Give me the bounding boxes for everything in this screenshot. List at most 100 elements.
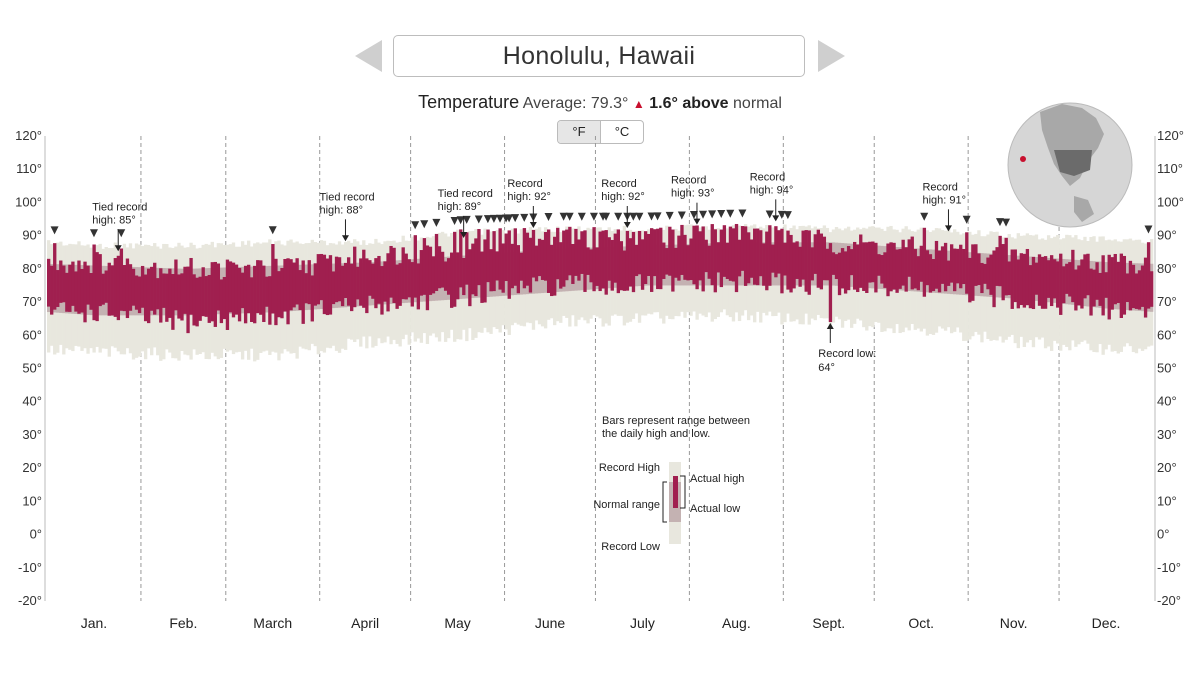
record-marker-icon	[717, 210, 726, 219]
actual-range-bar	[298, 270, 302, 311]
record-marker-icon	[677, 211, 686, 220]
actual-range-bar	[701, 226, 705, 292]
y-tick-label-left: 100°	[15, 194, 42, 209]
actual-range-bar	[498, 228, 502, 290]
actual-range-bar	[383, 261, 387, 302]
y-tick-label-left: 120°	[15, 128, 42, 143]
actual-range-bar	[107, 262, 111, 316]
month-label: June	[535, 615, 566, 631]
actual-range-bar	[1104, 272, 1108, 298]
actual-range-bar	[322, 254, 327, 315]
actual-range-bar	[516, 245, 521, 294]
annotation-arrow-icon	[341, 235, 349, 242]
actual-range-bar	[404, 253, 408, 300]
actual-range-bar	[59, 260, 63, 303]
actual-range-bar	[1043, 256, 1048, 309]
actual-range-bar	[162, 273, 166, 308]
actual-range-bar	[634, 244, 639, 277]
actual-range-bar	[643, 231, 648, 285]
month-label: April	[351, 615, 379, 631]
usa-shape	[1054, 150, 1092, 176]
actual-range-bar	[234, 264, 239, 315]
actual-range-bar	[765, 231, 769, 291]
y-tick-label-right: 40°	[1157, 394, 1177, 409]
actual-range-bar	[437, 246, 442, 289]
actual-range-bar	[328, 255, 333, 315]
actual-range-bar	[277, 271, 281, 318]
actual-range-bar	[889, 242, 893, 292]
actual-range-bar	[1001, 244, 1005, 301]
record-marker-icon	[765, 210, 774, 219]
south-america-shape	[1074, 196, 1094, 222]
actual-range-bar	[334, 256, 339, 303]
record-marker-icon	[629, 212, 638, 221]
actual-range-bar	[892, 242, 896, 290]
actual-range-bar	[1013, 249, 1017, 303]
actual-range-bar	[940, 246, 945, 284]
actual-range-bar	[725, 242, 730, 280]
actual-range-bar	[116, 255, 121, 321]
record-marker-icon	[559, 212, 568, 221]
actual-range-bar	[525, 232, 530, 286]
record-marker-icon	[1002, 218, 1011, 227]
actual-range-bar	[416, 263, 421, 310]
actual-range-bar	[689, 238, 693, 281]
actual-range-bar	[47, 258, 51, 307]
actual-range-bar	[228, 261, 233, 313]
temperature-summary: Temperature Average: 79.3° ▲ 1.6° above …	[0, 92, 1200, 113]
annotation-label-line1: Record	[922, 181, 957, 193]
actual-range-bar	[862, 242, 866, 291]
y-tick-label-right: 0°	[1157, 527, 1169, 542]
actual-range-bar	[686, 245, 690, 281]
city-selector[interactable]: Honolulu, Hawaii	[393, 35, 805, 77]
actual-range-bar	[171, 274, 175, 330]
actual-range-bar	[737, 239, 742, 277]
actual-range-bar	[728, 226, 733, 281]
y-tick-label-right: 80°	[1157, 261, 1177, 276]
record-marker-icon	[726, 209, 735, 218]
actual-range-bar	[359, 258, 363, 306]
unit-fahrenheit-button[interactable]: °F	[558, 121, 601, 143]
actual-range-bar	[798, 246, 802, 287]
actual-range-bar	[983, 263, 987, 284]
actual-range-bar	[1098, 272, 1102, 306]
unit-celsius-button[interactable]: °C	[614, 124, 630, 139]
actual-range-bar	[965, 232, 969, 294]
y-tick-label-right: 90°	[1157, 228, 1177, 243]
actual-range-bar	[1071, 249, 1075, 303]
actual-range-bar	[562, 230, 566, 287]
actual-range-bar	[292, 262, 296, 308]
previous-city-arrow-icon[interactable]	[355, 40, 382, 72]
actual-range-bar	[589, 249, 593, 283]
actual-range-bar	[680, 224, 684, 275]
actual-range-bar	[986, 257, 990, 290]
actual-range-bar	[477, 229, 481, 286]
actual-range-bar	[456, 252, 460, 300]
actual-range-bar	[465, 232, 469, 285]
unit-toggle[interactable]: °F °C	[557, 120, 644, 144]
legend-actual-bar	[673, 476, 678, 508]
actual-range-bar	[1037, 254, 1042, 306]
actual-range-bar	[595, 247, 599, 286]
next-city-arrow-icon[interactable]	[818, 40, 845, 72]
actual-range-bar	[1077, 265, 1081, 306]
actual-range-bar	[1062, 266, 1066, 304]
actual-range-bar	[74, 271, 78, 312]
actual-range-bar	[283, 258, 287, 312]
up-arrow-icon: ▲	[632, 97, 645, 111]
actual-range-bar	[401, 247, 405, 300]
annotation-arrow-icon	[529, 222, 537, 228]
actual-range-bar	[356, 266, 360, 300]
record-marker-icon	[474, 215, 483, 224]
actual-range-bar	[374, 258, 378, 309]
actual-range-bar	[213, 261, 217, 327]
actual-range-bar	[371, 263, 375, 299]
actual-range-bar	[204, 276, 208, 317]
actual-range-bar	[1083, 254, 1087, 299]
actual-range-bar	[731, 228, 736, 282]
record-marker-icon	[614, 212, 623, 221]
actual-range-bar	[62, 265, 66, 303]
actual-range-bar	[483, 239, 487, 303]
legend-actual-low-label: Actual low	[690, 503, 740, 515]
